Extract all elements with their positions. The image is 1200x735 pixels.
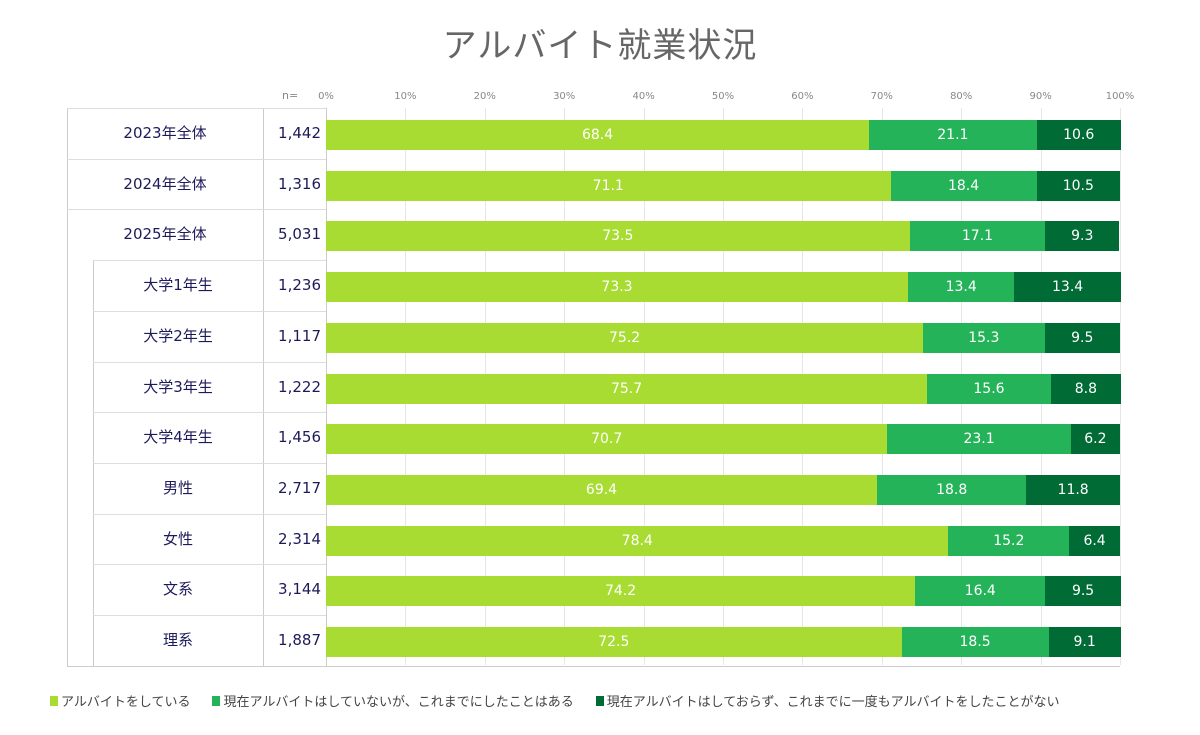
- category-label: 文系: [162, 580, 193, 599]
- legend-label: 現在アルバイトはしていないが、これまでにしたことはある: [223, 695, 574, 710]
- bar-segment: 68.4: [326, 120, 870, 150]
- x-tick-label: 20%: [473, 91, 496, 102]
- bar-segment: 70.7: [326, 424, 888, 455]
- category-label: 男性: [162, 478, 193, 497]
- row-divider: [93, 462, 326, 464]
- table-divider: [263, 108, 264, 666]
- row-divider: [67, 209, 326, 211]
- n-value: 1,222: [278, 377, 321, 396]
- n-header: n=: [282, 89, 299, 102]
- x-tick-label: 40%: [632, 91, 655, 102]
- n-value: 1,236: [278, 276, 321, 295]
- legend-swatch: [595, 695, 604, 706]
- bar-segment: 21.1: [869, 120, 1037, 150]
- n-value: 1,316: [278, 174, 321, 193]
- bar-segment: 10.6: [1036, 120, 1121, 150]
- bar-segment: 73.5: [326, 221, 910, 252]
- x-tick-label: 0%: [318, 91, 334, 102]
- n-value: 2,717: [278, 478, 321, 497]
- legend-item: アルバイトをしている: [50, 691, 190, 710]
- table-left-border: [67, 108, 68, 666]
- category-label: 大学4年生: [143, 428, 213, 447]
- bar-segment: 9.5: [1045, 576, 1121, 607]
- category-label: 2025年全体: [123, 225, 207, 244]
- bar-segment: 15.3: [923, 322, 1045, 353]
- row-divider: [67, 158, 326, 160]
- bar-segment: 18.5: [901, 627, 1049, 657]
- bar-segment: 75.7: [326, 373, 928, 404]
- bar-segment: 73.3: [326, 272, 908, 303]
- bar-segment: 9.1: [1048, 627, 1121, 657]
- bar-segment: 69.4: [326, 474, 878, 505]
- row-divider: [93, 310, 326, 312]
- bar-segment: 74.2: [326, 576, 916, 607]
- bar-segment: 78.4: [326, 525, 949, 556]
- bar-segment: 17.1: [909, 221, 1046, 252]
- legend-swatch: [50, 695, 58, 706]
- row-divider: [93, 564, 326, 566]
- n-value: 1,117: [278, 326, 321, 345]
- legend: アルバイトをしている 現在アルバイトはしていないが、これまでにしたことはある 現在ア…: [50, 691, 1060, 710]
- x-tick-label: 10%: [394, 91, 417, 102]
- category-label: 大学2年生: [143, 326, 213, 345]
- x-tick-label: 90%: [1029, 91, 1052, 102]
- bar-segment: 11.8: [1026, 474, 1120, 505]
- category-label: 女性: [162, 529, 193, 548]
- table-bottom: [67, 665, 1120, 667]
- bar-segment: 13.4: [908, 272, 1015, 303]
- x-tick-label: 50%: [711, 91, 735, 102]
- x-tick-label: 70%: [870, 91, 893, 102]
- legend-label: 現在アルバイトはしておらず、これまでに一度もアルバイトをしたことがない: [606, 695, 1060, 710]
- n-value: 1,442: [278, 124, 321, 142]
- legend-label: アルバイトをしている: [61, 695, 191, 710]
- bar-segment: 72.5: [326, 627, 902, 657]
- x-tick-label: 60%: [791, 91, 814, 102]
- category-label: 2023年全体: [123, 124, 207, 142]
- category-label: 2024年全体: [123, 174, 207, 193]
- category-label: 大学3年生: [143, 377, 213, 396]
- bar-segment: 6.2: [1070, 424, 1120, 455]
- row-divider: [93, 260, 326, 262]
- bar-segment: 6.4: [1069, 525, 1120, 556]
- n-value: 2,314: [278, 529, 321, 548]
- table-top: [67, 108, 326, 109]
- legend-item: 現在アルバイトはしていないが、これまでにしたことはある: [212, 691, 574, 710]
- x-tick-label: 30%: [553, 91, 576, 102]
- category-label: 大学1年生: [143, 276, 213, 295]
- bar-segment: 23.1: [887, 424, 1071, 455]
- legend-item: 現在アルバイトはしておらず、これまでに一度もアルバイトをしたことがない: [595, 691, 1060, 710]
- bar-segment: 8.8: [1050, 373, 1121, 404]
- n-value: 1,456: [278, 428, 321, 447]
- bar-segment: 9.5: [1044, 322, 1120, 353]
- bar-segment: 16.4: [915, 576, 1046, 607]
- row-divider: [93, 361, 326, 363]
- bar-segment: 15.6: [927, 373, 1051, 404]
- category-label: 理系: [162, 631, 193, 649]
- bar-segment: 10.5: [1036, 170, 1120, 201]
- bar-segment: 75.2: [326, 322, 924, 353]
- n-value: 1,887: [278, 631, 321, 649]
- bar-segment: 13.4: [1014, 272, 1121, 303]
- bar-segment: 18.4: [890, 170, 1037, 201]
- x-tick-label: 80%: [950, 91, 973, 102]
- row-divider: [93, 615, 326, 616]
- bar-segment: 9.3: [1045, 221, 1120, 252]
- chart-title: アルバイト就業状況: [442, 26, 758, 66]
- n-value: 3,144: [278, 580, 321, 599]
- bar-segment: 71.1: [326, 170, 891, 201]
- legend-swatch: [212, 695, 221, 706]
- n-value: 5,031: [278, 225, 321, 244]
- bar-segment: 15.2: [948, 525, 1070, 556]
- x-tick-label: 100%: [1105, 91, 1135, 102]
- row-divider: [93, 513, 326, 515]
- bar-segment: 18.8: [877, 474, 1027, 505]
- row-divider: [93, 412, 326, 414]
